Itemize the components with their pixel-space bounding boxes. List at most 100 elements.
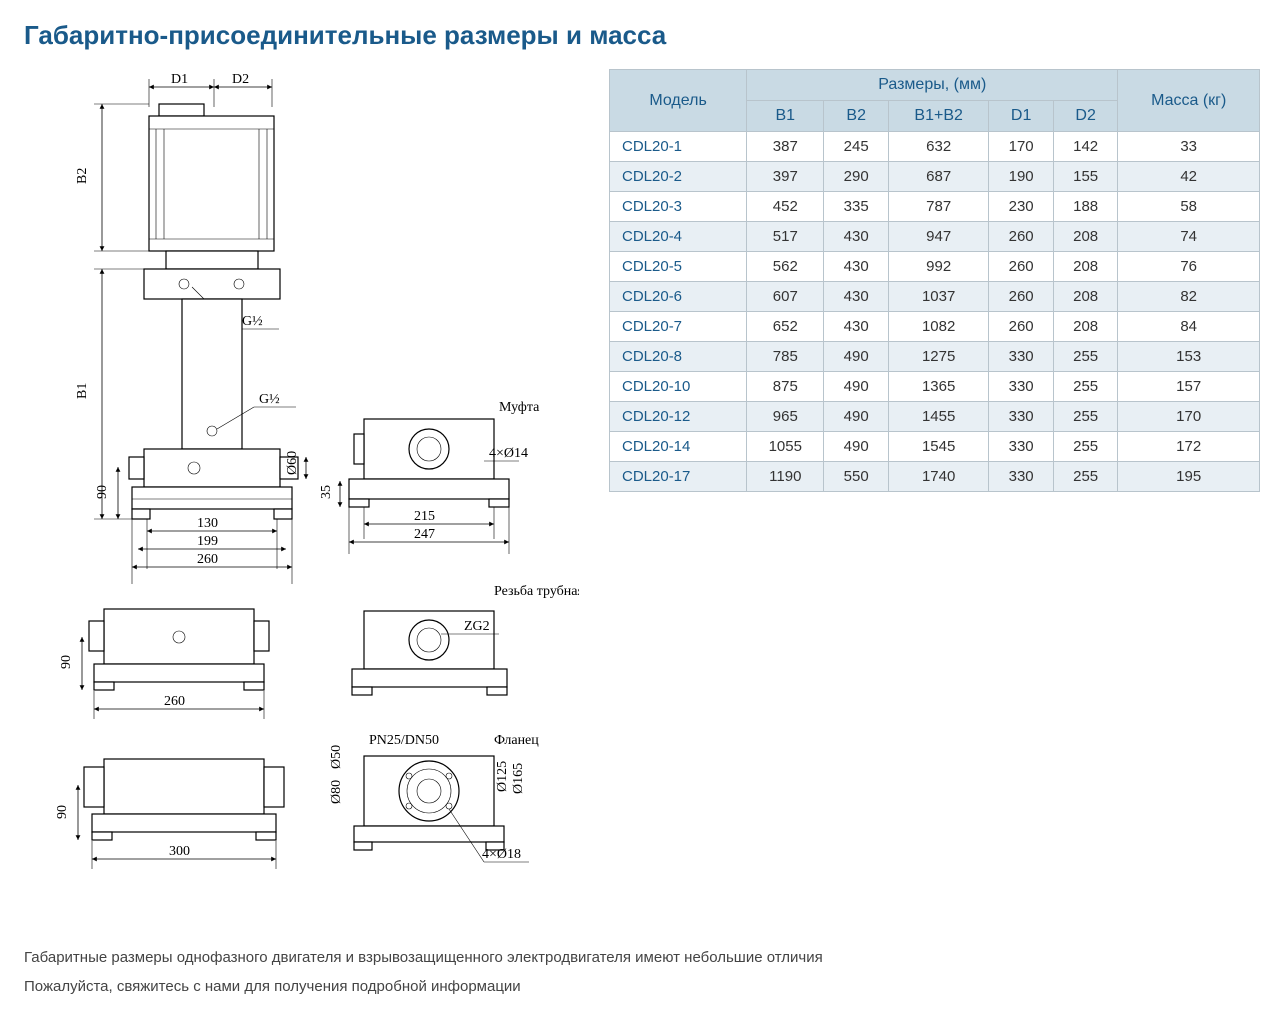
cell-b2: 430: [824, 222, 888, 252]
cell-b2: 430: [824, 312, 888, 342]
cell-b1: 785: [747, 342, 824, 372]
dim-60: Ø60: [285, 451, 300, 475]
cell-sum: 687: [888, 162, 988, 192]
dim-d1: D1: [171, 72, 188, 87]
table-row: CDL20-451743094726020874: [610, 222, 1260, 252]
table-row: CDL20-556243099226020876: [610, 252, 1260, 282]
cell-b2: 490: [824, 402, 888, 432]
cell-b1: 397: [747, 162, 824, 192]
cell-sum: 1545: [888, 432, 988, 462]
dim-d2: D2: [232, 72, 249, 87]
cell-mass: 82: [1118, 282, 1260, 312]
cell-b2: 245: [824, 132, 888, 162]
cell-d2: 142: [1053, 132, 1117, 162]
cell-d2: 208: [1053, 252, 1117, 282]
footer-line-1: Габаритные размеры однофазного двигателя…: [24, 944, 1260, 973]
cell-b2: 335: [824, 192, 888, 222]
content-row: D1 D2 G½: [24, 69, 1260, 904]
cell-d2: 255: [1053, 402, 1117, 432]
cell-b2: 490: [824, 342, 888, 372]
dim-300: 300: [169, 844, 190, 859]
cell-d2: 208: [1053, 312, 1117, 342]
th-b1b2: B1+B2: [888, 101, 988, 132]
dim-90c: 90: [55, 805, 70, 819]
page-title: Габаритно-присоединительные размеры и ма…: [24, 20, 1260, 51]
cell-d1: 230: [989, 192, 1053, 222]
dim-215: 215: [414, 509, 435, 524]
table-row: CDL20-138724563217014233: [610, 132, 1260, 162]
cell-b2: 430: [824, 282, 888, 312]
table-column: Модель Размеры, (мм) Масса (кг) B1 B2 B1…: [609, 69, 1260, 492]
cell-b2: 430: [824, 252, 888, 282]
cell-d1: 170: [989, 132, 1053, 162]
cell-d1: 330: [989, 432, 1053, 462]
cell-d1: 330: [989, 462, 1053, 492]
dim-zg2: ZG2: [464, 619, 490, 634]
cell-b2: 290: [824, 162, 888, 192]
cell-mass: 33: [1118, 132, 1260, 162]
cell-d1: 260: [989, 222, 1053, 252]
cell-mass: 74: [1118, 222, 1260, 252]
cell-model: CDL20-7: [610, 312, 747, 342]
table-row: CDL20-345233578723018858: [610, 192, 1260, 222]
table-row: CDL20-7652430108226020884: [610, 312, 1260, 342]
cell-d1: 190: [989, 162, 1053, 192]
cell-mass: 84: [1118, 312, 1260, 342]
cell-model: CDL20-2: [610, 162, 747, 192]
spec-table: Модель Размеры, (мм) Масса (кг) B1 B2 B1…: [609, 69, 1260, 492]
dim-b2: B2: [75, 168, 90, 184]
dim-260b: 260: [164, 694, 185, 709]
cell-mass: 170: [1118, 402, 1260, 432]
cell-b1: 607: [747, 282, 824, 312]
cell-sum: 947: [888, 222, 988, 252]
cell-sum: 632: [888, 132, 988, 162]
cell-b1: 517: [747, 222, 824, 252]
table-row: CDL20-129654901455330255170: [610, 402, 1260, 432]
th-d2: D2: [1053, 101, 1117, 132]
footer-notes: Габаритные размеры однофазного двигателя…: [24, 944, 1260, 1001]
cell-sum: 1082: [888, 312, 988, 342]
cell-sum: 1275: [888, 342, 988, 372]
table-row: CDL20-87854901275330255153: [610, 342, 1260, 372]
dim-247: 247: [414, 527, 435, 542]
cell-d1: 330: [989, 402, 1053, 432]
dim-g12b: G½: [259, 392, 280, 407]
th-model: Модель: [610, 70, 747, 132]
table-row: CDL20-108754901365330255157: [610, 372, 1260, 402]
cell-model: CDL20-1: [610, 132, 747, 162]
cell-d1: 260: [989, 312, 1053, 342]
dim-35: 35: [319, 485, 334, 499]
dim-b1: B1: [75, 383, 90, 399]
cell-b2: 490: [824, 432, 888, 462]
cell-b1: 652: [747, 312, 824, 342]
cell-mass: 157: [1118, 372, 1260, 402]
dim-g12a: G½: [242, 314, 263, 329]
pump-diagram: D1 D2 G½: [24, 69, 579, 899]
cell-sum: 1740: [888, 462, 988, 492]
th-mass: Масса (кг): [1118, 70, 1260, 132]
cell-model: CDL20-17: [610, 462, 747, 492]
dim-130: 130: [197, 516, 218, 531]
cell-model: CDL20-10: [610, 372, 747, 402]
cell-d2: 208: [1053, 282, 1117, 312]
cell-d1: 330: [989, 372, 1053, 402]
cell-mass: 195: [1118, 462, 1260, 492]
cell-d1: 330: [989, 342, 1053, 372]
cell-d2: 255: [1053, 462, 1117, 492]
cell-mass: 42: [1118, 162, 1260, 192]
cell-model: CDL20-6: [610, 282, 747, 312]
footer-line-2: Пожалуйста, свяжитесь с нами для получен…: [24, 973, 1260, 1002]
cell-sum: 1455: [888, 402, 988, 432]
cell-b1: 562: [747, 252, 824, 282]
th-dims: Размеры, (мм): [747, 70, 1118, 101]
dim-90b: 90: [59, 655, 74, 669]
cell-mass: 153: [1118, 342, 1260, 372]
cell-d2: 255: [1053, 372, 1117, 402]
cell-model: CDL20-12: [610, 402, 747, 432]
cell-b1: 387: [747, 132, 824, 162]
cell-d2: 188: [1053, 192, 1117, 222]
label-thread-1: Резьба трубная: [494, 584, 579, 599]
label-coupling: Муфта: [499, 400, 540, 415]
cell-mass: 172: [1118, 432, 1260, 462]
dim-pn: PN25/DN50: [369, 733, 439, 748]
